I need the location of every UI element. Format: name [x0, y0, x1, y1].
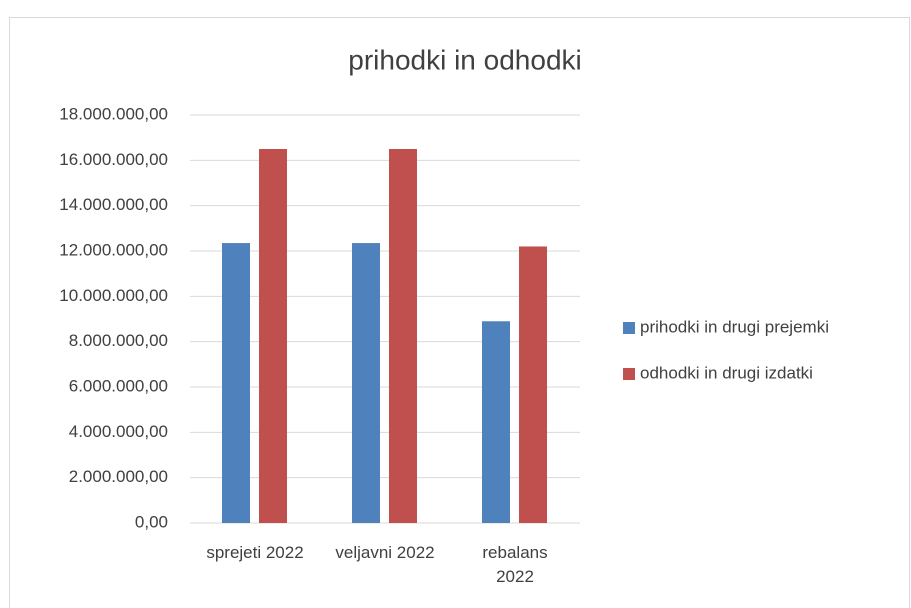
y-tick-label: 12.000.000,00: [59, 240, 168, 259]
y-tick-label: 8.000.000,00: [69, 331, 168, 350]
y-tick-label: 6.000.000,00: [69, 376, 168, 395]
bar: [482, 321, 510, 523]
y-tick-label: 16.000.000,00: [59, 150, 168, 169]
chart-border: [9, 17, 910, 608]
y-tick-label: 14.000.000,00: [59, 195, 168, 214]
chart-title: prihodki in odhodki: [348, 44, 582, 75]
legend-label: prihodki in drugi prejemki: [640, 317, 829, 336]
bar: [352, 243, 380, 524]
y-tick-label: 2.000.000,00: [69, 467, 168, 486]
x-tick-label: sprejeti 2022: [206, 543, 304, 562]
legend-swatch: [623, 322, 635, 334]
legend-swatch: [623, 368, 635, 380]
y-tick-label: 0,00: [135, 512, 168, 531]
bar: [389, 149, 417, 523]
x-tick-label: veljavni 2022: [335, 543, 435, 562]
y-tick-label: 18.000.000,00: [59, 104, 168, 123]
y-tick-label: 4.000.000,00: [69, 422, 168, 441]
x-tick-label: rebalans 2022: [482, 543, 548, 586]
bar: [519, 246, 547, 523]
y-tick-label: 10.000.000,00: [59, 286, 168, 305]
bar: [259, 149, 287, 523]
legend-label: odhodki in drugi izdatki: [640, 363, 813, 382]
bar: [222, 243, 250, 524]
